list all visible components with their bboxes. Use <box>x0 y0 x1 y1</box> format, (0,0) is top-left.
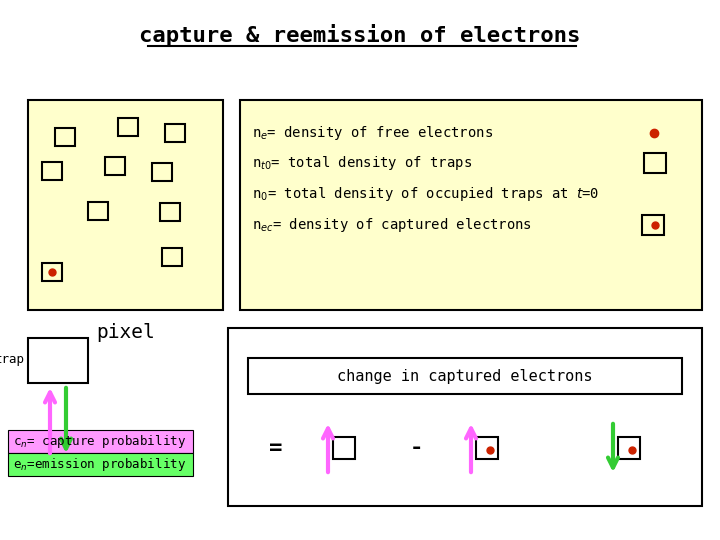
Text: pixel: pixel <box>96 322 155 341</box>
Bar <box>644 153 666 173</box>
Bar <box>642 215 664 235</box>
Bar <box>8 453 193 476</box>
Bar <box>118 118 138 136</box>
Bar <box>618 437 640 459</box>
Bar <box>28 338 88 383</box>
Text: n$_{ec}$= density of captured electrons: n$_{ec}$= density of captured electrons <box>252 216 532 234</box>
Text: =: = <box>269 438 283 458</box>
Bar <box>105 157 125 175</box>
Bar <box>165 124 185 142</box>
Text: n$_{t0}$= total density of traps: n$_{t0}$= total density of traps <box>252 154 472 172</box>
Text: capture & reemission of electrons: capture & reemission of electrons <box>139 24 581 46</box>
Bar <box>228 328 702 506</box>
Bar <box>240 100 702 310</box>
Text: e$_n$=emission probability: e$_n$=emission probability <box>13 456 186 473</box>
Text: -: - <box>409 438 423 458</box>
Bar <box>152 163 172 181</box>
Bar <box>248 358 682 394</box>
Bar <box>42 162 62 180</box>
Text: trap: trap <box>0 354 24 367</box>
Bar <box>42 263 62 281</box>
Bar <box>88 202 108 220</box>
Bar <box>28 100 223 310</box>
Bar <box>476 437 498 459</box>
Bar <box>160 203 180 221</box>
Bar <box>162 248 182 266</box>
Text: c$_n$= capture probability: c$_n$= capture probability <box>13 433 186 450</box>
Text: change in captured electrons: change in captured electrons <box>337 368 593 383</box>
Text: n$_e$= density of free electrons: n$_e$= density of free electrons <box>252 124 493 142</box>
Bar <box>55 128 75 146</box>
Text: n$_0$= total density of occupied traps at $t$=0: n$_0$= total density of occupied traps a… <box>252 185 599 203</box>
Bar <box>8 430 193 453</box>
Bar <box>333 437 355 459</box>
